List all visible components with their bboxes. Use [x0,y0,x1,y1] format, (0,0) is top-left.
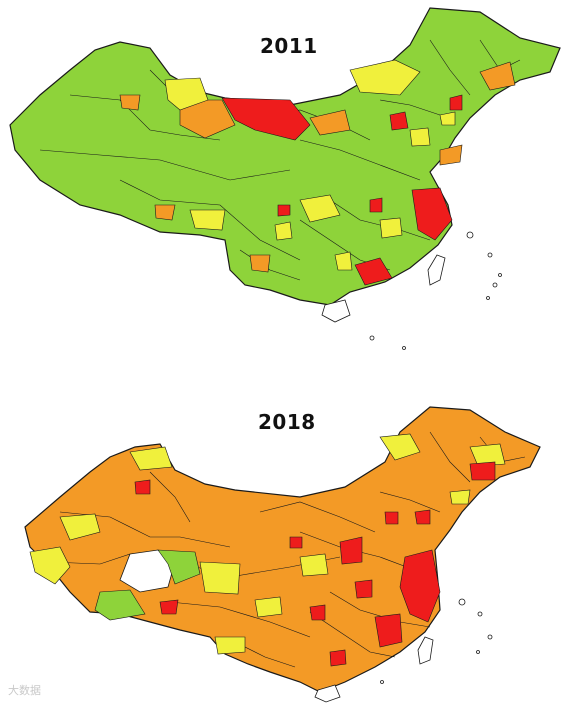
region-mid [214,636,246,655]
region-mid [379,433,421,461]
mainland-shape [24,406,541,693]
region-mid [469,443,506,467]
region-top [329,649,347,667]
map-panel-2011: 2011 [9,7,561,350]
region-top [354,579,373,599]
china-map-2011 [9,7,561,350]
region-high [439,144,463,166]
region-top [389,111,409,131]
region-high [154,204,176,221]
region-mid [164,77,209,111]
region-mid [379,217,403,239]
region-mid [449,489,471,505]
region-high [119,94,141,111]
region-top [449,94,463,111]
colored-regions [29,433,506,667]
islands [321,231,502,350]
region-top [414,509,431,525]
region-top [354,257,393,286]
region-top [221,97,311,141]
year-label: 2011 [260,34,318,58]
map-panel-2018: 2018 [0,352,567,704]
region-top [134,479,151,495]
region-top [411,187,453,241]
region-mid [254,596,283,618]
region-mid [299,553,329,577]
region-high [179,99,236,139]
china-map-2018 [24,406,541,703]
region-low [94,589,146,621]
region-top [309,604,326,621]
region-mid [129,446,173,471]
region-low [157,549,201,585]
region-mid [439,111,456,126]
region-top [369,197,383,213]
colored-regions [119,59,516,286]
region-top [277,204,291,217]
watermark: 大数据 [8,684,41,697]
region-high [479,61,516,91]
region-high [249,254,271,273]
region-mid [29,546,71,585]
region-high [309,109,351,136]
islands [314,598,493,703]
region-top [374,613,403,648]
year-label: 2018 [258,410,316,434]
region-top [384,511,399,525]
region-mid [199,561,241,595]
region-top [469,461,496,481]
region-mid [274,221,293,241]
region-top [339,536,363,565]
region-mid [299,194,341,223]
region-top [289,536,303,549]
region-mid [334,251,353,271]
region-top [399,549,441,623]
region-top [159,599,179,615]
region-mid [59,513,101,541]
region-mid [409,127,431,147]
region-mid [189,209,226,231]
region-mid [349,59,421,96]
